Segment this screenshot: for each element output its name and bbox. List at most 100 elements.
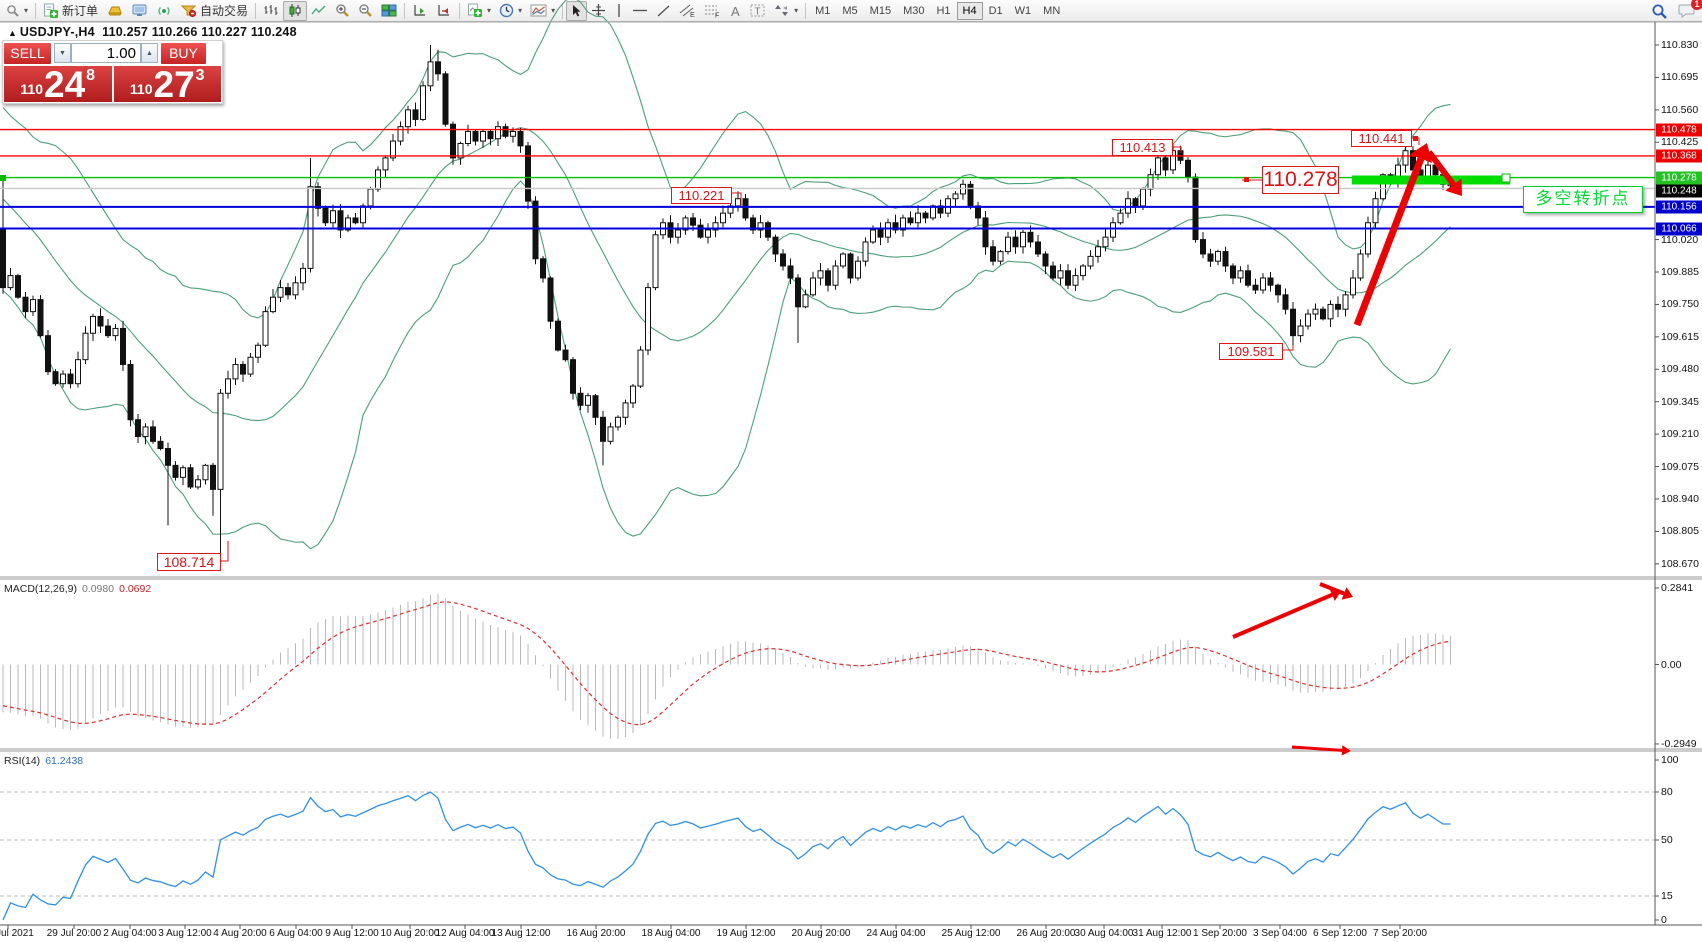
channel-tool-button[interactable]: E [675,1,700,21]
candle-body [120,327,126,365]
trend-arrow[interactable] [1353,157,1425,327]
annotation-handle[interactable] [1244,177,1249,182]
price-annotation-label[interactable]: 108.714 [157,553,221,571]
timeframe-button-m15[interactable]: M15 [869,4,892,17]
macd-arrow[interactable] [1341,587,1353,600]
collapse-triangle-icon[interactable]: ▲ [8,28,20,38]
timeframe-button-mn[interactable]: MN [1043,4,1061,17]
price-badge: 110.368 [1656,149,1702,163]
sell-price-button[interactable]: 110 24 8 [4,66,112,103]
volume-input[interactable] [71,43,141,63]
auto-scroll-button[interactable] [408,1,432,21]
toolbar-separator [255,2,257,19]
time-axis-label: 28 Jul 2021 [0,928,34,939]
price-annotation-label[interactable]: 110.278 [1262,166,1339,194]
trendline-tool-button[interactable] [652,1,675,21]
price-axis-label: 109.750 [1661,298,1699,311]
candle-body [1087,255,1094,267]
trend-arrow[interactable] [1409,143,1433,163]
candle-body [840,253,846,267]
cursor-icon [573,4,581,16]
trend-arrow[interactable] [1445,178,1462,196]
candle-body [1335,303,1341,310]
indicators-button[interactable]: ▾ [463,1,495,21]
volume-decrease-button[interactable]: ▼ [54,43,71,63]
candle-body [630,385,636,404]
text-label-tool-button[interactable]: T [746,1,770,21]
timeframe-button-h4[interactable]: H4 [956,1,983,20]
auto-trading-icon [180,5,197,17]
mql5-community-button[interactable] [127,1,152,21]
candle-body [622,402,629,418]
text-tool-button[interactable]: A [725,1,746,21]
buy-button[interactable]: BUY [161,42,206,64]
price-annotation-label[interactable]: 110.221 [671,187,732,204]
annotation-handle[interactable] [1413,136,1418,141]
arrows-tool-button[interactable]: ▾ [770,1,802,21]
vertical-line-tool-button[interactable] [610,1,628,21]
candle-body [15,275,21,298]
candle-body [877,229,884,238]
rsi-arrow[interactable] [1341,745,1351,756]
candle-body [1380,174,1386,200]
sell-button[interactable]: SELL [4,42,51,64]
macd-title: MACD(12,26,9) 0.0980 0.0692 [4,583,152,595]
annotation-callout [732,192,742,206]
rsi-arrow[interactable] [1291,745,1343,752]
candle-body [337,210,344,231]
periods-button[interactable]: ▾ [495,1,526,21]
tile-windows-button[interactable] [377,1,401,21]
fibonacci-tool-button[interactable]: F [700,1,725,21]
signals-button[interactable] [152,1,176,21]
price-annotation-label[interactable]: 109.581 [1219,343,1283,360]
candle-body [735,198,741,207]
price-annotation-label[interactable]: 110.441 [1351,130,1412,147]
crosshair-tool-button[interactable] [587,1,610,21]
search-icon[interactable] [1651,3,1668,20]
rsi-axis-label: 80 [1661,786,1673,798]
notifications-button[interactable]: 1 [1678,0,1702,21]
price-annotation-label[interactable]: 110.413 [1112,139,1173,156]
candle-body [892,222,899,231]
note-text-object[interactable]: 多空转折点 [1523,186,1643,213]
one-click-trade-panel: SELL ▼ ▲ BUY 110 24 8 110 27 3 [2,40,223,104]
candle-body [1020,231,1026,248]
candlestick-mode-button[interactable] [283,0,308,21]
candle-body [435,61,441,75]
candle-body [795,277,801,308]
macd-arrow[interactable] [1319,582,1345,596]
search-tool-button[interactable]: ▾ [2,1,32,21]
trend-arrow[interactable] [1426,150,1456,187]
timeframe-button-m1[interactable]: M1 [815,4,831,17]
horizontal-line-tool-button[interactable] [628,1,652,21]
timeframe-button-m5[interactable]: M5 [842,4,858,17]
time-axis-label: 29 Jul 20:00 [46,928,102,939]
timeframe-button-d1[interactable]: D1 [988,4,1003,17]
market-button[interactable] [102,1,127,21]
chart-shift-button[interactable] [432,1,456,21]
line-handle[interactable] [1501,173,1511,183]
toolbar-separator [35,2,37,19]
buy-price-button[interactable]: 110 27 3 [113,66,221,103]
new-order-button[interactable]: 新订单 [39,1,102,21]
candle-body [172,464,179,478]
line-chart-mode-button[interactable] [307,1,331,21]
templates-button[interactable]: ▾ [526,1,559,21]
timeframe-button-m30[interactable]: M30 [903,4,925,17]
auto-trading-button[interactable]: 自动交易 [176,1,252,21]
chart-shift-icon [438,5,450,16]
timeframe-button-h1[interactable]: H1 [936,4,951,17]
timeframe-button-w1[interactable]: W1 [1014,4,1032,17]
volume-increase-button[interactable]: ▲ [141,43,158,63]
line-handle[interactable] [0,175,6,181]
zoom-out-button[interactable] [354,1,377,21]
cursor-tool-button[interactable] [566,0,588,21]
macd-arrow[interactable] [1232,592,1333,639]
candle-body [1252,284,1259,291]
zoom-in-button[interactable] [331,1,354,21]
bar-chart-mode-button[interactable] [259,1,283,21]
candle-body [750,217,756,231]
price-axis-label: 108.670 [1661,557,1699,570]
caret-down-icon: ▾ [794,6,799,15]
